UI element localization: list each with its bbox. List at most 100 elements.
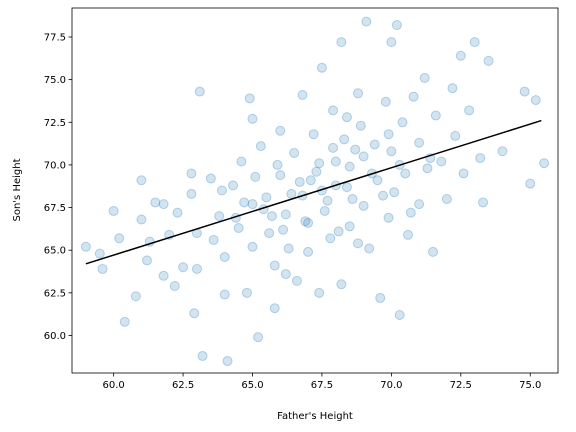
x-tick-label: 70.0	[380, 380, 402, 391]
y-axis-label: Son's Height	[12, 158, 23, 221]
data-point	[539, 158, 550, 169]
data-point	[383, 129, 394, 140]
y-tick-label: 75.0	[44, 75, 66, 86]
data-point	[378, 190, 389, 201]
x-tick-label: 65.0	[241, 380, 263, 391]
y-tick-label: 65.0	[44, 246, 66, 257]
data-point	[186, 168, 197, 179]
data-point	[530, 95, 541, 106]
data-point	[158, 270, 169, 281]
data-point	[280, 209, 291, 220]
data-point	[283, 243, 294, 254]
regression-line	[85, 119, 542, 265]
data-point	[114, 233, 125, 244]
data-point	[191, 263, 202, 274]
data-point	[216, 185, 227, 196]
data-point	[253, 332, 264, 343]
data-point	[458, 168, 469, 179]
data-point	[330, 156, 341, 167]
data-point	[394, 310, 405, 321]
data-point	[97, 263, 108, 274]
data-point	[244, 93, 255, 104]
data-point	[355, 120, 366, 131]
data-point	[219, 289, 230, 300]
data-point	[197, 350, 208, 361]
data-point	[158, 199, 169, 210]
data-point	[136, 175, 147, 186]
data-point	[297, 89, 308, 100]
x-tick-label: 67.5	[311, 380, 333, 391]
data-point	[483, 55, 494, 66]
data-point	[130, 291, 141, 302]
data-point	[278, 224, 289, 235]
data-point	[269, 260, 280, 271]
y-tick-label: 72.5	[44, 118, 66, 129]
data-point	[519, 86, 530, 97]
data-point	[430, 110, 441, 121]
x-axis-ticks: 60.0 62.5 65.0 67.5 70.0 72.5 75.0	[103, 373, 541, 391]
data-point	[397, 117, 408, 128]
data-point	[478, 197, 489, 208]
data-point	[233, 223, 244, 234]
data-point	[372, 175, 383, 186]
x-tick-label: 75.0	[519, 380, 541, 391]
data-point	[341, 112, 352, 123]
plot-frame	[71, 7, 559, 374]
data-point	[305, 175, 316, 186]
data-point	[344, 221, 355, 232]
data-point	[347, 194, 358, 205]
data-point	[189, 308, 200, 319]
x-tick-label: 60.0	[103, 380, 125, 391]
data-point	[386, 37, 397, 48]
data-point	[333, 226, 344, 237]
data-point	[464, 105, 475, 116]
data-point	[375, 292, 386, 303]
x-tick-label: 62.5	[172, 380, 194, 391]
data-point	[119, 316, 130, 327]
data-point	[341, 182, 352, 193]
data-point	[389, 187, 400, 198]
data-point	[391, 20, 402, 31]
data-point	[386, 146, 397, 157]
data-point	[269, 303, 280, 314]
data-point	[172, 207, 183, 218]
data-point	[383, 212, 394, 223]
data-point	[525, 178, 536, 189]
data-point	[291, 275, 302, 286]
data-point	[141, 255, 152, 266]
data-point	[108, 205, 119, 216]
data-point	[403, 229, 414, 240]
data-point	[350, 144, 361, 155]
data-point	[428, 246, 439, 257]
data-point	[408, 91, 419, 102]
data-point	[361, 16, 372, 27]
points-layer	[80, 16, 550, 367]
x-tick-label: 72.5	[450, 380, 472, 391]
data-point	[400, 168, 411, 179]
data-point	[303, 246, 314, 257]
data-point	[280, 269, 291, 280]
data-point	[275, 125, 286, 136]
data-point	[358, 200, 369, 211]
y-tick-label: 60.0	[44, 331, 66, 342]
data-point	[314, 158, 325, 169]
data-point	[314, 287, 325, 298]
data-point	[219, 252, 230, 263]
data-point	[322, 195, 333, 206]
data-point	[319, 205, 330, 216]
data-point	[94, 248, 105, 259]
y-tick-label: 67.5	[44, 203, 66, 214]
y-tick-label: 77.5	[44, 32, 66, 43]
data-point	[353, 238, 364, 249]
data-point	[316, 62, 327, 73]
data-point	[336, 37, 347, 48]
data-point	[169, 281, 180, 292]
data-point	[328, 142, 339, 153]
data-point	[405, 207, 416, 218]
data-point	[380, 96, 391, 107]
data-point	[136, 214, 147, 225]
data-point	[236, 156, 247, 167]
data-point	[441, 194, 452, 205]
